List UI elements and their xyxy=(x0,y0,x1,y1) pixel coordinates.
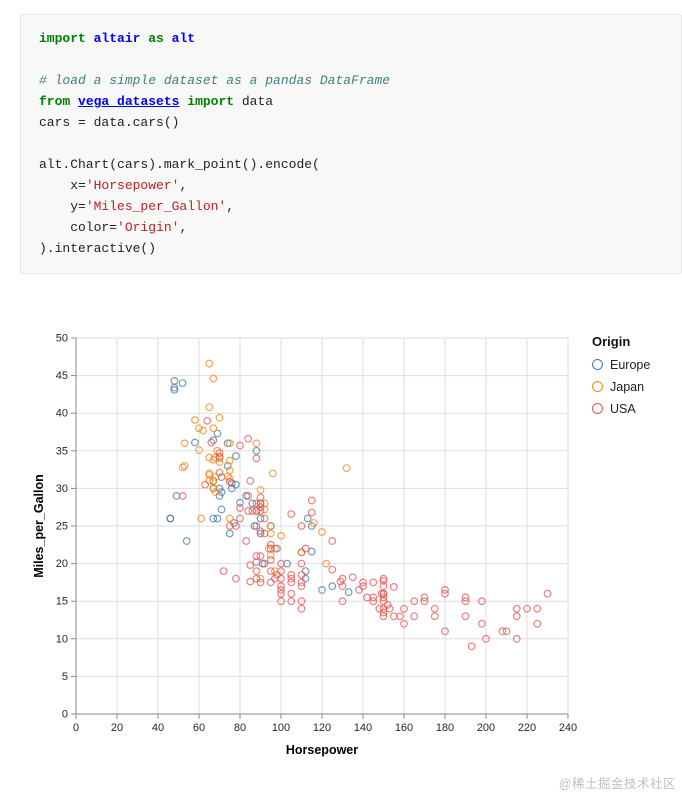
svg-text:5: 5 xyxy=(62,670,68,682)
svg-text:50: 50 xyxy=(56,332,68,344)
svg-text:20: 20 xyxy=(111,722,123,734)
svg-text:15: 15 xyxy=(56,595,68,607)
scatter-plot[interactable]: 0 20 40 60 80 100 120 140 160 180 200 220 240 0 5 10 15 2… xyxy=(30,332,578,762)
svg-text:0: 0 xyxy=(62,708,68,720)
svg-text:0: 0 xyxy=(73,722,79,734)
svg-text:220: 220 xyxy=(518,722,536,734)
svg-text:240: 240 xyxy=(559,722,577,734)
svg-text:40: 40 xyxy=(152,722,164,734)
code-block: import altair as alt # load a simple dat… xyxy=(39,28,663,260)
svg-text:Horsepower: Horsepower xyxy=(286,743,358,757)
svg-text:140: 140 xyxy=(354,722,372,734)
svg-text:30: 30 xyxy=(56,482,68,494)
legend-entry: Europe xyxy=(592,358,650,372)
legend-entry-label: Japan xyxy=(610,379,645,394)
svg-text:120: 120 xyxy=(313,722,331,734)
svg-text:45: 45 xyxy=(56,370,68,382)
svg-text:180: 180 xyxy=(436,722,454,734)
chart-output: 0 20 40 60 80 100 120 140 160 180 200 220 240 0 5 10 15 2… xyxy=(30,332,682,762)
legend-symbol-icon xyxy=(592,403,603,415)
svg-text:160: 160 xyxy=(395,722,413,734)
svg-text:200: 200 xyxy=(477,722,495,734)
legend-symbol-icon xyxy=(592,381,603,393)
legend-entry: Japan xyxy=(592,380,650,394)
svg-text:100: 100 xyxy=(272,722,290,734)
legend-entry-label: USA xyxy=(610,401,636,416)
legend-entry: USA xyxy=(592,402,650,416)
watermark: @稀土掘金技术社区 xyxy=(558,777,676,791)
chart-legend: Origin Europe Japan USA xyxy=(592,332,650,424)
svg-text:10: 10 xyxy=(56,633,68,645)
code-content: import altair as alt # load a simple dat… xyxy=(39,31,391,257)
chart-legend-entries: Europe Japan USA xyxy=(592,358,650,416)
svg-text:Miles_per_Gallon: Miles_per_Gallon xyxy=(32,474,46,578)
svg-text:40: 40 xyxy=(56,407,68,419)
svg-text:60: 60 xyxy=(193,722,205,734)
svg-text:25: 25 xyxy=(56,520,68,532)
legend-title: Origin xyxy=(592,333,631,349)
legend-symbol-icon xyxy=(592,359,603,371)
code-cell: import altair as alt # load a simple dat… xyxy=(20,14,682,274)
svg-text:20: 20 xyxy=(56,558,68,570)
svg-text:35: 35 xyxy=(56,445,68,457)
svg-text:80: 80 xyxy=(234,722,246,734)
legend-entry-label: Europe xyxy=(610,357,651,372)
